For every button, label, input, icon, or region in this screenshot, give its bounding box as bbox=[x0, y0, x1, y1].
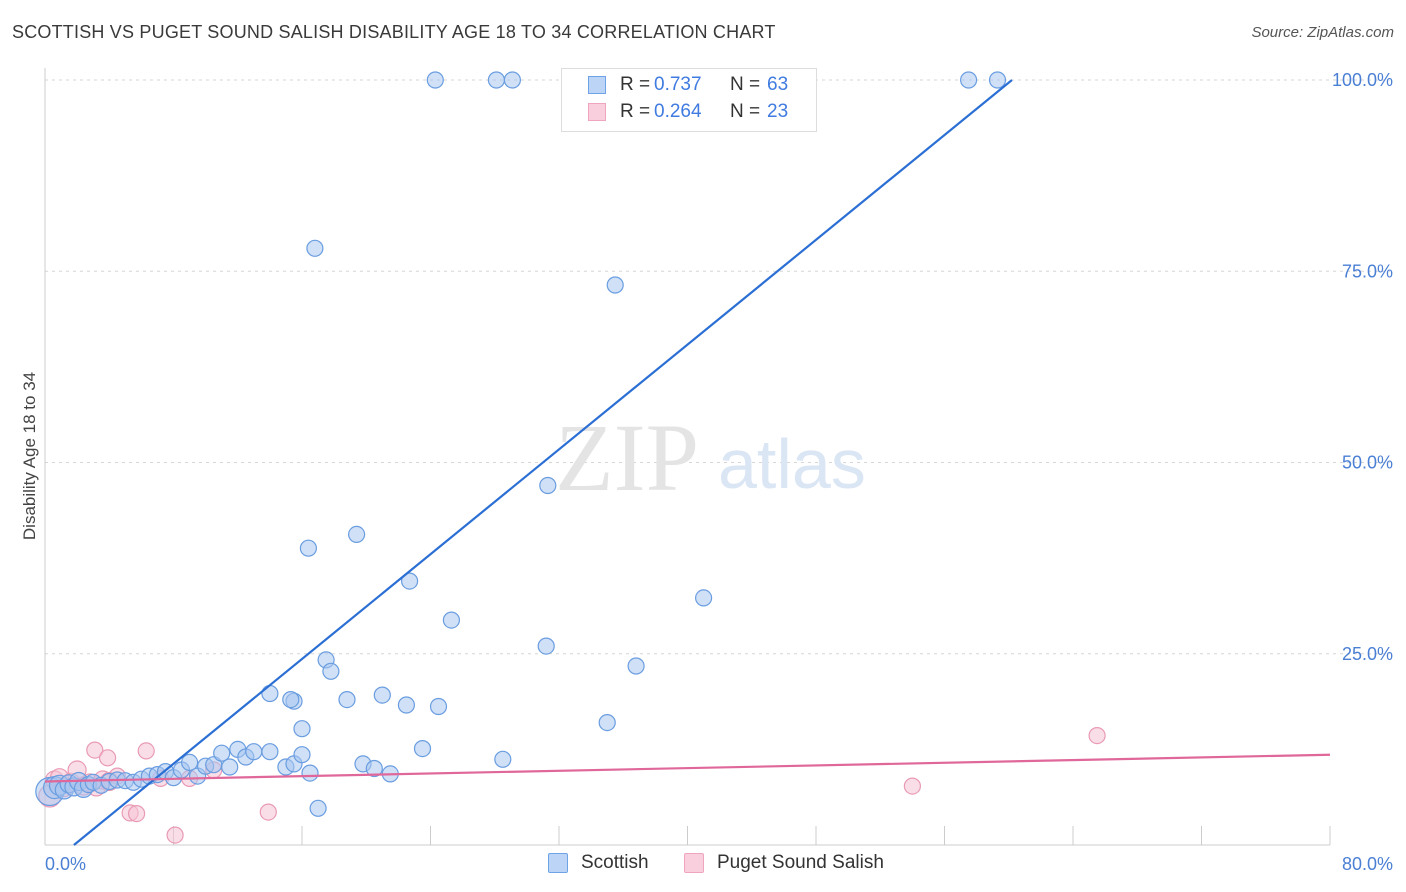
scottish-point bbox=[293, 720, 311, 738]
salish-legend-swatch bbox=[684, 853, 704, 873]
watermark-zip: ZIP bbox=[555, 404, 699, 511]
scottish-point bbox=[261, 684, 279, 703]
watermark: ZIP atlas bbox=[555, 404, 866, 511]
scottish-point bbox=[348, 525, 366, 544]
scottish-point bbox=[397, 696, 415, 714]
scottish-legend-swatch bbox=[548, 853, 568, 873]
scottish-point bbox=[959, 71, 978, 89]
r-label: R = bbox=[620, 101, 651, 122]
gridlines bbox=[45, 79, 1390, 655]
scottish-point bbox=[442, 611, 460, 629]
x-tick-label: 0.0% bbox=[45, 854, 86, 874]
y-axis-label: Disability Age 18 to 34 bbox=[20, 372, 39, 540]
r-value: 0.737 bbox=[654, 74, 702, 95]
y-tick-label: 75.0% bbox=[1342, 261, 1393, 281]
trendlines bbox=[44, 79, 1331, 846]
watermark-atlas: atlas bbox=[718, 425, 866, 503]
scottish-point bbox=[282, 690, 300, 709]
y-tick-label: 100.0% bbox=[1332, 70, 1393, 90]
scottish-trendline bbox=[73, 79, 1013, 846]
y-tick-label: 25.0% bbox=[1342, 644, 1393, 664]
scottish-point bbox=[299, 539, 317, 557]
scottish-point bbox=[426, 71, 444, 89]
scottish-point bbox=[293, 746, 311, 764]
scottish-point bbox=[537, 637, 555, 655]
salish-point bbox=[86, 741, 104, 759]
salish-swatch bbox=[588, 103, 606, 121]
salish-point bbox=[98, 749, 117, 767]
y-tick-label: 50.0% bbox=[1342, 453, 1393, 473]
salish-point bbox=[166, 826, 184, 844]
scottish-point bbox=[306, 239, 324, 257]
axes bbox=[44, 68, 1331, 846]
x-tick-label: 80.0% bbox=[1342, 854, 1393, 874]
scottish-point bbox=[694, 589, 713, 607]
scottish-point bbox=[503, 71, 522, 89]
scottish-point bbox=[221, 758, 239, 776]
salish-point bbox=[903, 777, 922, 795]
scottish-swatch bbox=[588, 76, 606, 94]
scottish-point bbox=[494, 750, 512, 768]
salish-point bbox=[137, 742, 155, 760]
scottish-point bbox=[373, 686, 391, 704]
scottish-point bbox=[539, 476, 557, 495]
scottish-point bbox=[245, 743, 263, 761]
correlation-legend: R = 0.737 N = 63 R = 0.264 N = 23 bbox=[561, 68, 817, 132]
legend-label: Puget Sound Salish bbox=[717, 852, 884, 873]
scottish-point bbox=[401, 572, 419, 590]
n-label: N = bbox=[730, 101, 761, 122]
legend-label: Scottish bbox=[581, 852, 649, 873]
salish-trendline bbox=[44, 753, 1331, 783]
scottish-point bbox=[606, 276, 624, 294]
source-label: Source: ZipAtlas.com bbox=[1251, 24, 1394, 41]
tick-labels: 25.0% 50.0% 75.0% 100.0% 0.0% 80.0% bbox=[45, 70, 1393, 874]
series-legend: Scottish Puget Sound Salish bbox=[0, 851, 1406, 881]
scottish-point bbox=[988, 71, 1007, 89]
scottish-point bbox=[322, 662, 340, 680]
scottish-point bbox=[365, 759, 383, 778]
salish-point bbox=[1088, 726, 1106, 745]
n-label: N = bbox=[730, 74, 761, 95]
scottish-point bbox=[338, 690, 356, 709]
scottish-point bbox=[181, 753, 199, 772]
r-label: R = bbox=[620, 74, 651, 95]
scottish-point bbox=[429, 697, 448, 716]
scottish-point bbox=[487, 71, 505, 89]
scottish-point bbox=[309, 799, 327, 817]
salish-point bbox=[128, 804, 146, 823]
r-value: 0.264 bbox=[654, 101, 702, 122]
scottish-point bbox=[301, 764, 319, 782]
series-puget-sound-salish bbox=[38, 726, 1106, 844]
n-value: 23 bbox=[767, 101, 789, 122]
scottish-point bbox=[261, 743, 279, 761]
scottish-point bbox=[598, 713, 616, 732]
chart-title: SCOTTISH VS PUGET SOUND SALISH DISABILIT… bbox=[12, 22, 776, 42]
n-value: 63 bbox=[767, 74, 789, 95]
scottish-point bbox=[627, 657, 645, 675]
scottish-point bbox=[413, 739, 432, 758]
salish-point bbox=[259, 803, 277, 821]
scottish-point bbox=[213, 744, 231, 762]
